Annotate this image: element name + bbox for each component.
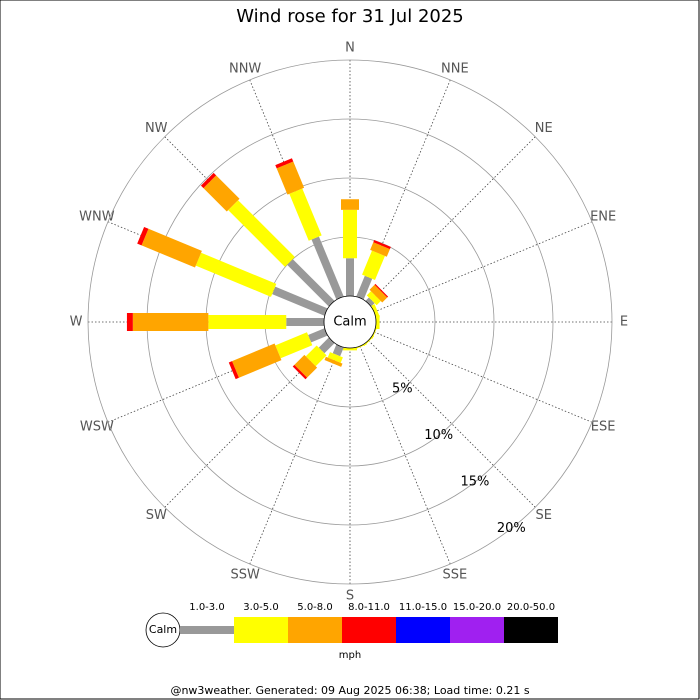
wind-bar-segment — [346, 258, 354, 296]
chart-title: Wind rose for 31 Jul 2025 — [236, 6, 464, 27]
wind-bar-segment — [305, 345, 327, 367]
wind-bar-segment — [343, 209, 357, 259]
wind-bar-segment — [376, 315, 380, 329]
wind-bar-segment — [311, 236, 344, 300]
legend-swatch — [504, 617, 558, 643]
wind-bar-segment — [276, 161, 305, 195]
wind-bar-segment — [208, 315, 287, 329]
direction-label: SW — [146, 508, 167, 523]
direction-label: S — [346, 589, 354, 604]
wind-bar-segment — [272, 286, 328, 316]
wind-bar-segment — [195, 252, 277, 297]
wind-bar-segment — [341, 199, 359, 210]
wind-bar-segment — [370, 242, 390, 257]
legend-swatch — [342, 617, 396, 643]
direction-label: SSE — [442, 568, 467, 583]
footer: @nw3weather. Generated: 09 Aug 2025 06:3… — [170, 684, 529, 697]
ring-label: 10% — [424, 428, 453, 443]
direction-label: NNW — [229, 61, 261, 76]
direction-label: NNE — [441, 61, 469, 76]
wind-bar-segment — [371, 325, 378, 339]
legend-label: 3.0-5.0 — [243, 602, 278, 613]
direction-label: W — [70, 315, 83, 330]
direction-label: ESE — [591, 419, 616, 434]
wind-bar-segment — [294, 354, 318, 378]
wind-bar-segment — [137, 226, 149, 246]
ring — [87, 59, 613, 585]
legend-swatch — [234, 617, 288, 643]
wind-bar-segment — [332, 344, 344, 357]
wind-bar-segment — [362, 250, 385, 280]
legend-label: 8.0-11.0 — [348, 602, 390, 613]
direction-line — [368, 136, 536, 304]
wind-bar-segment — [289, 188, 322, 241]
legend-unit: mph — [339, 650, 361, 661]
direction-label: SSW — [230, 568, 260, 583]
direction-label: N — [345, 41, 355, 56]
legend-label: 1.0-3.0 — [189, 602, 224, 613]
wind-bar-segment — [373, 240, 391, 250]
wind-bar-segment — [200, 172, 217, 189]
direction-line — [359, 345, 451, 565]
wind-bar-segment — [318, 337, 335, 354]
direction-line — [249, 345, 341, 565]
wind-bar-segment — [141, 228, 202, 268]
ring-label: 5% — [392, 381, 413, 396]
wind-bar-segment — [356, 275, 373, 300]
wind-bar-segment — [324, 356, 343, 367]
direction-label: E — [620, 315, 628, 330]
wind-bar-segment — [287, 259, 335, 307]
wind-bar-segment — [343, 348, 357, 351]
legend-label: 11.0-15.0 — [399, 602, 447, 613]
wind-bar-segment — [228, 200, 295, 267]
direction-label: WNW — [79, 210, 115, 225]
wind-bar-segment — [308, 328, 328, 343]
calm-circle — [323, 295, 377, 349]
calm-label: Calm — [333, 315, 366, 330]
legend-swatch — [288, 617, 342, 643]
wind-bar-segment — [371, 304, 380, 319]
wind-bar-segment — [203, 175, 240, 212]
ring-label: 20% — [497, 521, 526, 536]
direction-label: NW — [145, 121, 168, 136]
direction-label: WSW — [80, 419, 114, 434]
legend-label: 20.0-50.0 — [507, 602, 555, 613]
wind-bar-segment — [126, 313, 133, 331]
wind-bar-segment — [275, 158, 294, 169]
legend-swatch — [180, 626, 234, 634]
wind-bar-segment — [275, 332, 313, 359]
direction-label: ENE — [590, 210, 616, 225]
legend-calm-label: Calm — [149, 623, 177, 636]
wind-bar-segment — [132, 313, 209, 331]
direction-label: NE — [535, 121, 553, 136]
ring-label: 15% — [461, 474, 490, 489]
direction-line — [368, 340, 536, 508]
wind-bar-segment — [327, 352, 343, 363]
wind-bar-segment — [292, 364, 308, 380]
direction-line — [373, 331, 593, 423]
legend-label: 15.0-20.0 — [453, 602, 501, 613]
wind-bar-segment — [365, 297, 375, 307]
legend-swatch — [396, 617, 450, 643]
legend-swatch — [450, 617, 504, 643]
direction-line — [373, 221, 593, 313]
wind-bar-segment — [369, 284, 388, 303]
wind-bar-segment — [228, 361, 239, 380]
wind-bar-segment — [286, 318, 324, 326]
wind-bar-segment — [374, 283, 389, 298]
legend-label: 5.0-8.0 — [297, 602, 332, 613]
wind-bar-segment — [232, 343, 282, 378]
direction-label: SE — [536, 508, 552, 523]
wind-bar-segment — [366, 291, 381, 306]
